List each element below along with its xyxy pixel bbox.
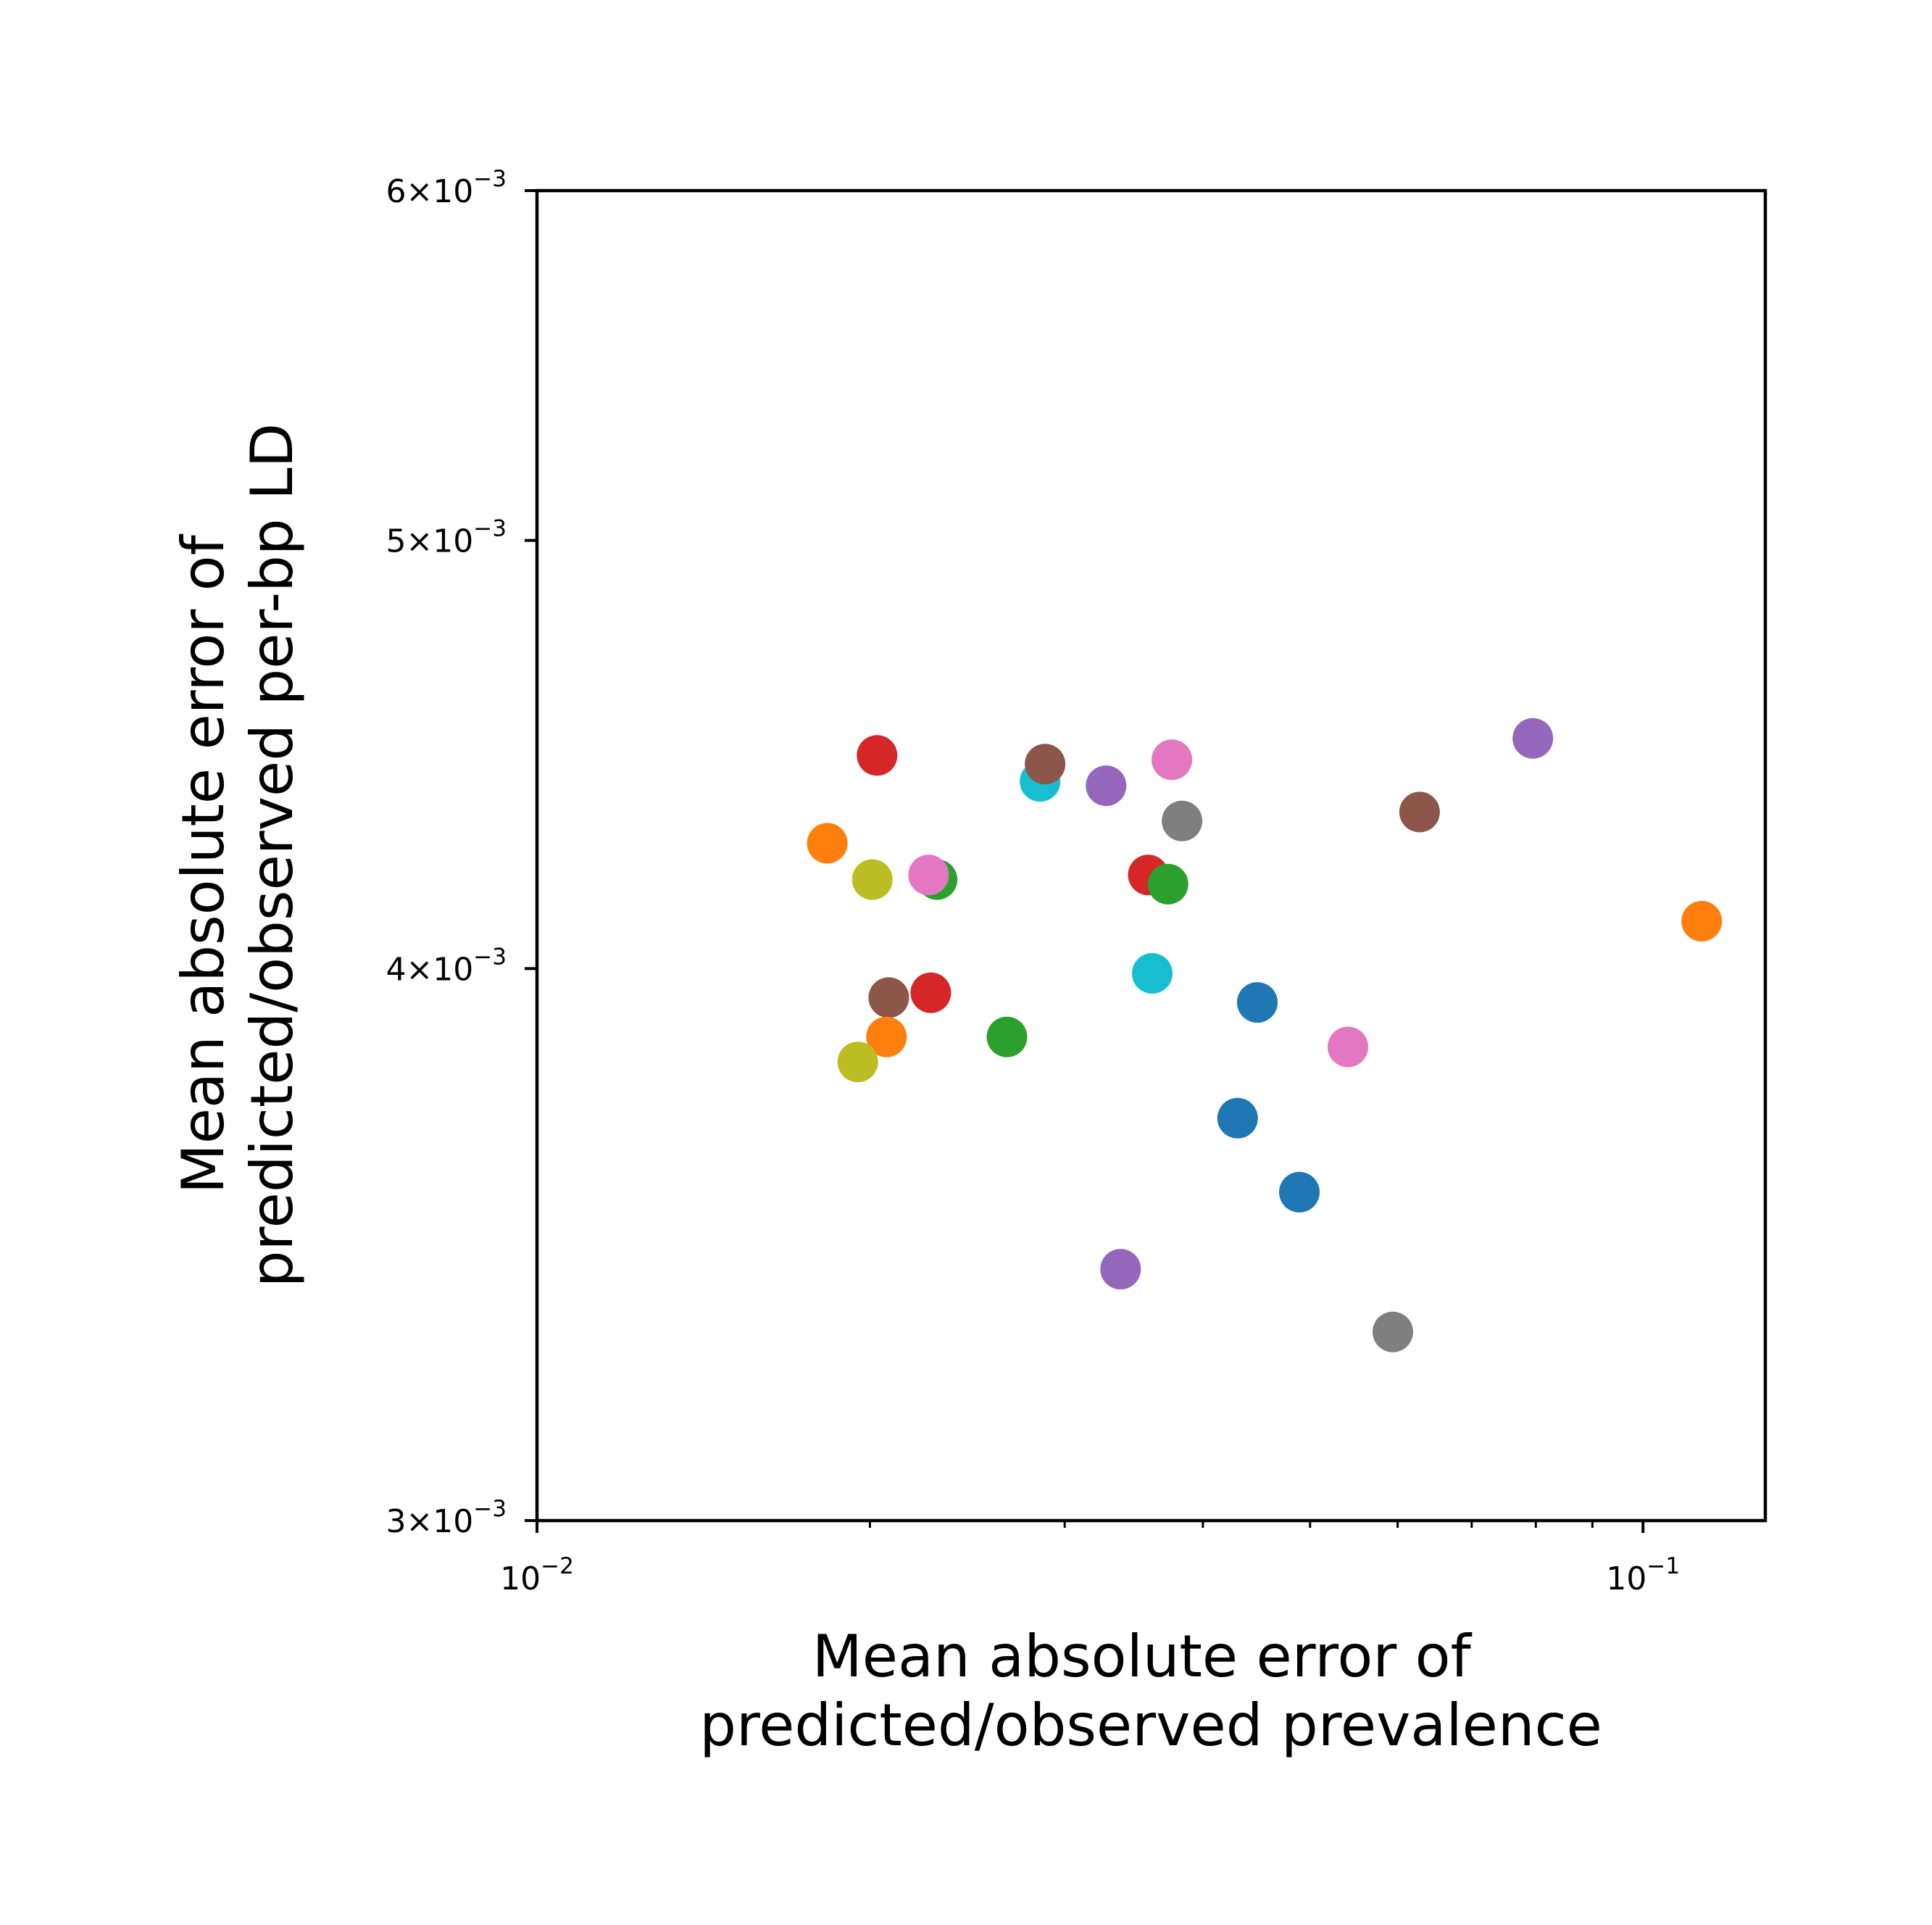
data-point [1025,744,1066,785]
data-point [1681,901,1723,941]
data-point [837,1042,878,1083]
y-tick-mantissa: 6×10 [386,173,473,210]
data-point [1162,800,1203,841]
data-point [1152,739,1193,781]
data-point [1147,863,1188,905]
y-tick-label: 3×10−3 [386,1496,507,1540]
y-tick-mantissa: 5×10 [386,523,473,560]
data-point [1100,1249,1141,1290]
data-point [1086,765,1127,807]
data-point [1217,1097,1258,1139]
y-tick-exponent: −3 [473,516,507,542]
data-point [1132,953,1173,994]
y-axis-title-line-2: predicted/observed per-bp LD [238,423,306,1288]
y-axis-title: Mean absolute error of predicted/observe… [170,423,306,1288]
x-axis-title-line-1: Mean absolute error of [812,1623,1473,1690]
y-tick-label: 4×10−3 [386,944,507,988]
data-point [1237,982,1278,1023]
data-point [986,1016,1028,1057]
data-point [807,823,848,864]
x-tick-exponent: −1 [1646,1553,1680,1579]
data-points [807,718,1723,1352]
y-tick-mantissa: 3×10 [386,1503,473,1540]
y-tick-exponent: −3 [473,944,507,970]
x-tick-base: 10 [1606,1560,1646,1597]
plot-frame [535,188,1767,1523]
y-tick-exponent: −3 [473,166,507,192]
x-tick-exponent: −2 [541,1553,574,1579]
y-tick-exponent: −3 [473,1496,507,1522]
y-axis-title-line-1: Mean absolute error of [170,533,237,1194]
x-tick-label: 10−1 [1606,1553,1680,1597]
x-axis: 10−2 10−1 [500,1521,1680,1597]
x-axis-title-line-2: predicted/observed prevalence [699,1692,1602,1759]
data-point [1512,718,1554,759]
y-axis: 6×10−35×10−34×10−33×10−3 [386,166,537,1540]
data-point [857,735,898,776]
data-point [908,855,949,896]
data-point [1279,1171,1320,1213]
data-point [1328,1026,1368,1068]
data-point [852,859,893,900]
x-tick-label: 10−2 [500,1553,574,1597]
data-point [910,972,952,1013]
data-point [868,977,909,1018]
data-point [1399,791,1440,833]
x-axis-title: Mean absolute error of predicted/observe… [699,1623,1602,1759]
data-point [866,1016,907,1057]
y-tick-mantissa: 4×10 [386,951,473,988]
x-tick-base: 10 [500,1560,541,1597]
y-tick-label: 6×10−3 [386,166,507,210]
y-tick-label: 5×10−3 [386,516,507,560]
data-point [1373,1311,1413,1352]
